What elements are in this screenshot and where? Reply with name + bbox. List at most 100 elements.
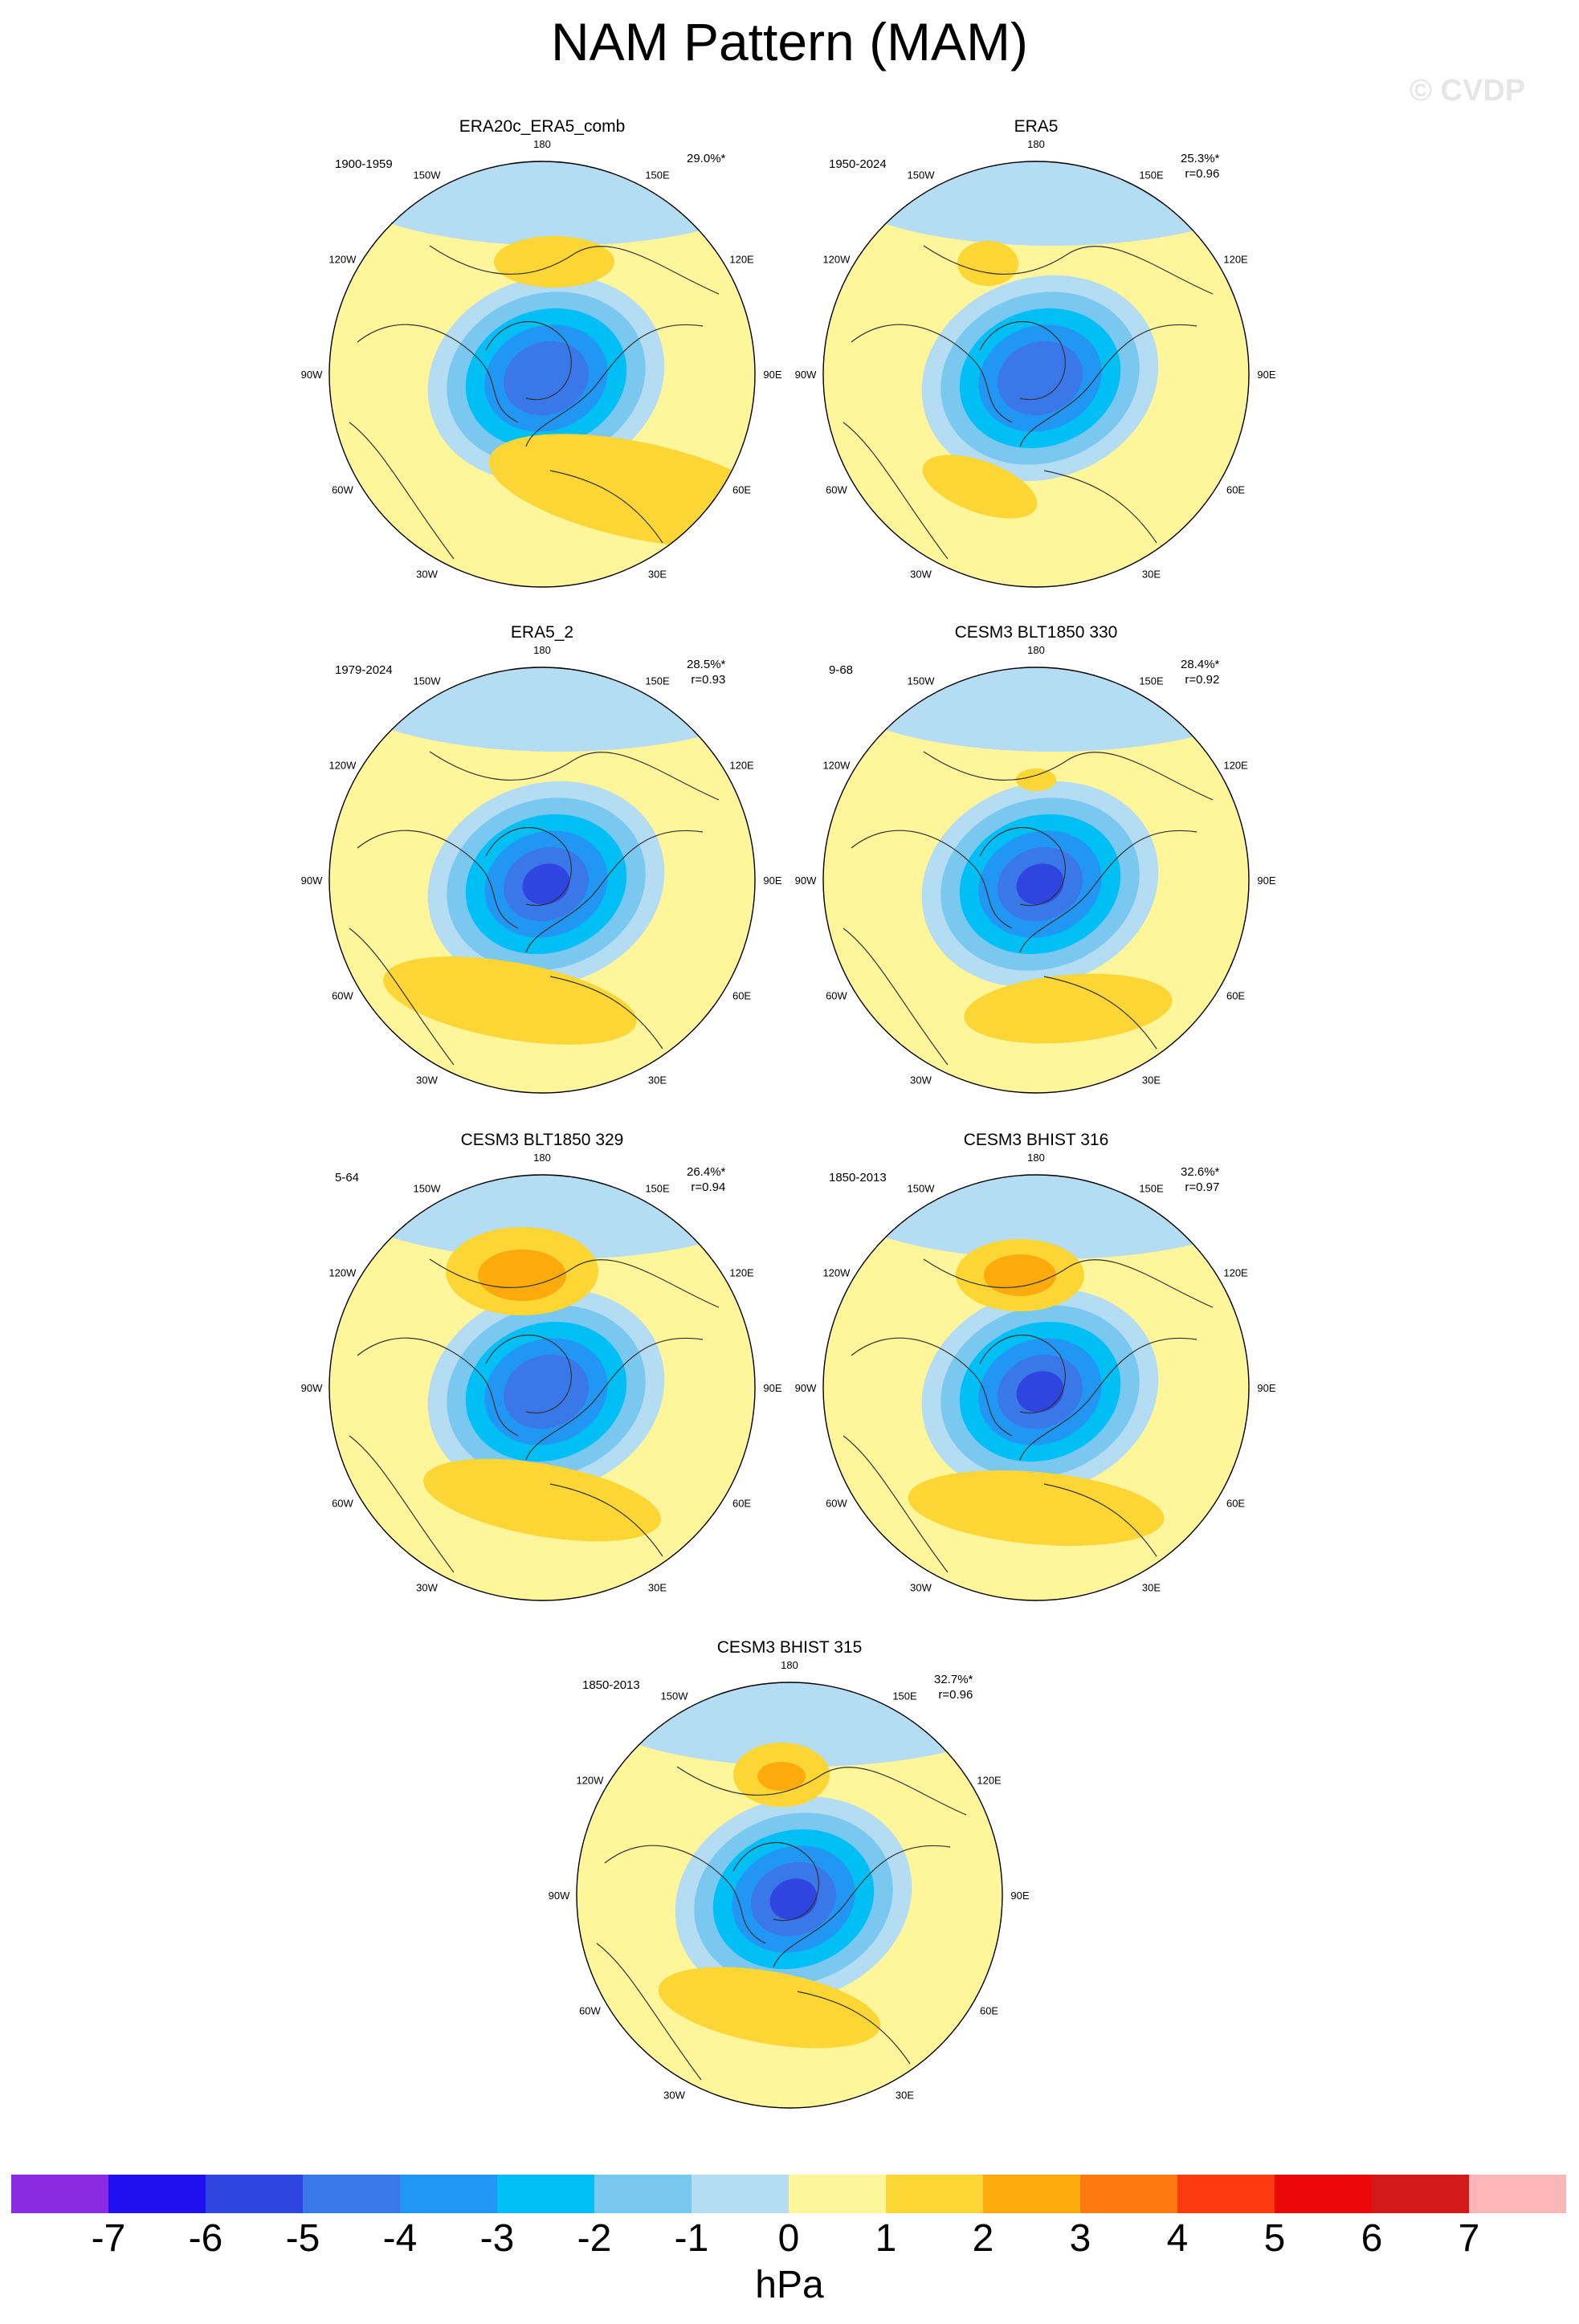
longitude-label: 120E [1223,760,1248,772]
longitude-label: 150W [908,675,936,687]
colorbar-swatch [400,2175,497,2213]
positive-lobe [494,236,614,287]
longitude-label: 90W [301,1382,323,1394]
colorbar-tick-label: -3 [479,2217,515,2260]
panel-era20c-era5-comb: ERA20c_ERA5_comb 180150E120E90E60E30E030… [261,117,823,599]
coastlines [843,1258,1214,1573]
colorbar-tick-label: -6 [188,2217,223,2260]
arctic-negative-contour [503,1354,590,1429]
longitude-label: 60E [732,990,751,1002]
colorbar-swatch [1177,2175,1275,2213]
colorbar-tick-label: -5 [285,2217,320,2260]
colorbar-swatch [303,2175,400,2213]
longitude-label: 60W [826,484,847,496]
variance-label: 25.3%* r=0.96 [1181,151,1219,181]
colorbar-tick-label: -2 [577,2217,612,2260]
colorbar-swatch [886,2175,983,2213]
colorbar [11,2175,1566,2213]
positive-lobe [957,241,1018,286]
pct-value: 28.4%* [1181,658,1220,671]
panel-cesm3-blt1850-329: CESM3 BLT1850 329 180150E120E90E60E30E03… [261,1131,823,1613]
colorbar-swatch [1469,2175,1566,2213]
longitude-label: 60W [826,1498,847,1510]
positive-lobe [1016,769,1056,791]
colorbar-swatch [497,2175,594,2213]
longitude-label: 120E [729,1267,754,1279]
field-contours [329,161,755,587]
longitude-label: 90W [301,369,323,381]
arctic-negative-contour [1016,863,1064,905]
pattern-correlation: r=0.97 [1185,1180,1220,1194]
longitude-label: 30E [648,569,667,581]
coastlines [349,245,720,560]
positive-lobe [964,973,1173,1044]
longitude-label: 90W [301,875,323,887]
arctic-negative-contour [1016,1371,1064,1413]
longitude-label: 30E [1142,1582,1161,1594]
variance-label: 28.4%* r=0.92 [1181,657,1219,687]
longitude-label: 60E [732,1498,751,1510]
colorbar-swatch [11,2175,108,2213]
colorbar-swatch [594,2175,692,2213]
longitude-label: 120E [977,1775,1002,1787]
pattern-correlation: r=0.93 [691,673,726,687]
positive-lobe [423,1458,661,1542]
longitude-label: 180 [533,1152,551,1164]
longitude-label: 90E [1257,369,1275,381]
colorbar-tick-label: 6 [1361,2217,1383,2260]
colorbar-tick-label: 5 [1263,2217,1286,2260]
longitude-label: 150E [645,1182,670,1194]
pct-value: 26.4%* [687,1165,726,1179]
arctic-negative-contour [522,863,570,905]
panel-title: ERA5_2 [510,623,574,642]
panel-title: CESM3 BLT1850 329 [460,1131,624,1149]
map-boundary [822,161,1250,588]
longitude-label: 120W [822,254,851,266]
map-boundary [328,667,756,1094]
polar-map: 180150E120E90E60E30E030W60W90W120W150W [795,138,1276,588]
longitude-label: 60W [826,990,847,1002]
period-label: 1950-2024 [829,157,887,171]
field-contours [823,161,1249,587]
longitude-label: 120E [729,254,754,266]
colorbar-tick-label: 0 [777,2217,800,2260]
colorbar-swatch [1080,2175,1177,2213]
map-boundary [822,667,1250,1094]
pacific-negative-band [823,161,1249,246]
figure-title: NAM Pattern (MAM) [550,12,1029,71]
positive-lobe [658,1967,881,2049]
field-contours [577,1682,1002,2108]
longitude-label: 120W [328,1267,357,1279]
period-label: 1850-2013 [582,1678,640,1692]
positive-lobe [984,1254,1056,1296]
longitude-label: 60E [980,2005,998,2017]
period-label: 9-68 [829,663,854,677]
longitude-label: 30E [1142,1074,1161,1087]
arctic-negative-contour [503,340,590,416]
longitude-label: 30W [910,1074,932,1087]
longitude-label: 180 [781,1659,798,1671]
longitude-label: 150W [414,1182,442,1194]
longitude-label: 90E [1257,875,1275,887]
longitude-label: 150E [1139,1182,1164,1194]
longitude-label: 30W [910,569,932,581]
colorbar-tick-label: 4 [1166,2217,1189,2260]
field-contours [329,1175,755,1600]
longitude-label: 90E [763,875,781,887]
pct-value: 32.6%* [1181,1165,1220,1179]
longitude-label: 90W [795,875,817,887]
polar-map: 180150E120E90E60E30E030W60W90W120W150W [301,1152,782,1601]
variance-label: 28.5%* r=0.93 [687,657,725,687]
longitude-label: 30W [663,2090,685,2102]
longitude-label: 60E [1226,990,1245,1002]
longitude-label: 60W [332,484,353,496]
longitude-label: 150W [908,169,936,181]
colorbar-swatch [789,2175,886,2213]
positive-lobe [757,1762,806,1791]
polar-map: 180150E120E90E60E30E030W60W90W120W150W [301,138,782,588]
variance-label: 32.7%* r=0.96 [934,1672,973,1702]
longitude-label: 90W [795,1382,817,1394]
longitude-label: 30W [416,1074,438,1087]
longitude-label: 150E [1139,169,1164,181]
longitude-label: 30E [1142,569,1161,581]
